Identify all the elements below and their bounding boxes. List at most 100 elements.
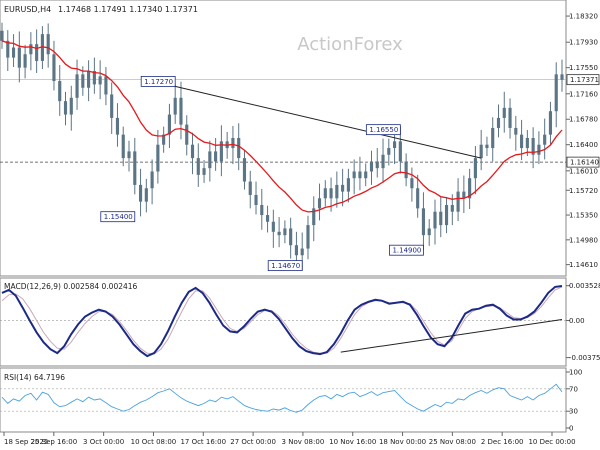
candle-body	[23, 54, 27, 68]
current-price-label: 1.17371	[570, 76, 599, 84]
reference-level-label: 1.16140	[570, 159, 599, 167]
candle-body	[312, 208, 316, 226]
candle-body	[289, 228, 293, 246]
candle-body	[98, 76, 102, 85]
x-tick-label: 3 Nov 08:00	[282, 438, 325, 446]
x-tick-label: 2 Dec 16:00	[481, 438, 524, 446]
candle-body	[375, 161, 379, 169]
macd-title: MACD(12,26,9) 0.002584 0.002416	[4, 282, 138, 291]
price-y-tick-label: 1.16780	[569, 116, 598, 124]
price-label-box	[100, 211, 136, 223]
candle-body	[300, 248, 304, 256]
candle-body	[202, 168, 206, 175]
candle-body	[63, 101, 68, 115]
candle-body	[214, 151, 218, 162]
x-tick-label: 3 Oct 00:00	[83, 438, 124, 446]
moving-average-line	[1, 40, 563, 213]
price-y-tick-label: 1.15720	[569, 187, 598, 195]
macd-layer: 0.003528 0.00 -0.003753	[0, 282, 600, 362]
candle-body	[554, 74, 558, 112]
candle-body	[485, 144, 489, 149]
candle-body	[208, 151, 212, 169]
candle-body	[381, 154, 385, 169]
candle-body	[242, 158, 247, 182]
candle-body	[364, 171, 368, 179]
candle-body	[404, 161, 408, 179]
candle-body	[421, 208, 426, 236]
candle-body	[393, 141, 397, 149]
candle-body	[306, 225, 310, 249]
candle-body	[104, 76, 108, 95]
x-tick-label: 17 Oct 16:00	[180, 438, 226, 446]
candle-body	[87, 71, 91, 88]
candle-body	[341, 184, 345, 192]
candle-body	[473, 158, 477, 179]
candle-body	[358, 171, 362, 179]
candle-body	[537, 144, 541, 155]
price-label: 1.16550	[369, 126, 398, 134]
candle-body	[260, 205, 264, 216]
candle-body	[462, 191, 466, 199]
rsi-y-tick-label: 70	[569, 385, 578, 393]
x-tick-label: 25 Sep 16:00	[30, 438, 77, 446]
candle-body	[398, 141, 402, 162]
candle-body	[277, 231, 281, 236]
candle-body	[69, 97, 73, 115]
price-label-box	[267, 260, 303, 272]
price-label: 1.14900	[392, 247, 421, 255]
price-label-box	[365, 124, 401, 136]
candle-body	[92, 71, 96, 85]
candle-body	[40, 34, 44, 61]
candle-body	[416, 188, 420, 209]
macd-signal-line	[1, 286, 563, 355]
price-panel-frame	[0, 0, 567, 277]
candle-body	[196, 158, 200, 175]
candle-body	[248, 181, 252, 195]
candle-body	[525, 138, 529, 149]
rsi-layer: 100 70 30 0	[0, 369, 582, 433]
current-price-box	[566, 74, 600, 86]
price-y-tick-label: 1.16400	[569, 141, 598, 149]
candle-body	[29, 44, 33, 55]
candle-body	[52, 54, 56, 82]
candle-body	[444, 205, 449, 226]
x-tick-label: 10 Dec 00:00	[528, 438, 575, 446]
candle-body	[427, 228, 431, 236]
macd-y-tick-label: 0.00	[569, 317, 585, 325]
candle-body	[231, 138, 235, 149]
macd-y-tick-label: 0.003528	[569, 282, 600, 290]
candle-body	[335, 184, 339, 199]
price-y-tick-label: 1.17160	[569, 90, 598, 98]
macd-main-line	[1, 285, 563, 358]
candle-body	[496, 117, 501, 128]
price-label: 1.17270	[144, 78, 173, 86]
candle-body	[317, 198, 322, 209]
candle-body	[6, 40, 10, 58]
candle-body	[387, 148, 391, 155]
macd-trendline	[340, 319, 563, 353]
x-tick-label: 27 Oct 00:00	[230, 438, 276, 446]
candle-body	[58, 81, 62, 102]
candle-body	[0, 30, 4, 41]
candle-body	[294, 245, 299, 256]
candle-body	[508, 107, 512, 128]
candle-body	[179, 97, 183, 125]
candle-body	[162, 134, 166, 145]
watermark: ActionForex	[297, 34, 403, 55]
price-y-tick-label: 1.14980	[569, 236, 598, 244]
price-layer: 1.18320 1.17930 1.17550 1.17160 1.16780 1.164…	[0, 13, 600, 272]
candle-body	[560, 74, 564, 80]
candle-body	[237, 138, 241, 159]
macd-y-tick-label: -0.003753	[569, 354, 600, 362]
price-y-tick-label: 1.18320	[569, 13, 598, 21]
price-label: 1.15400	[104, 213, 133, 221]
x-tick-label: 18 Nov 00:00	[379, 438, 426, 446]
candle-body	[491, 127, 495, 149]
x-tick-label: 10 Nov 16:00	[329, 438, 376, 446]
candle-body	[133, 151, 137, 185]
candle-body	[543, 134, 547, 145]
candle-body	[75, 74, 79, 98]
candle-body	[81, 74, 85, 88]
